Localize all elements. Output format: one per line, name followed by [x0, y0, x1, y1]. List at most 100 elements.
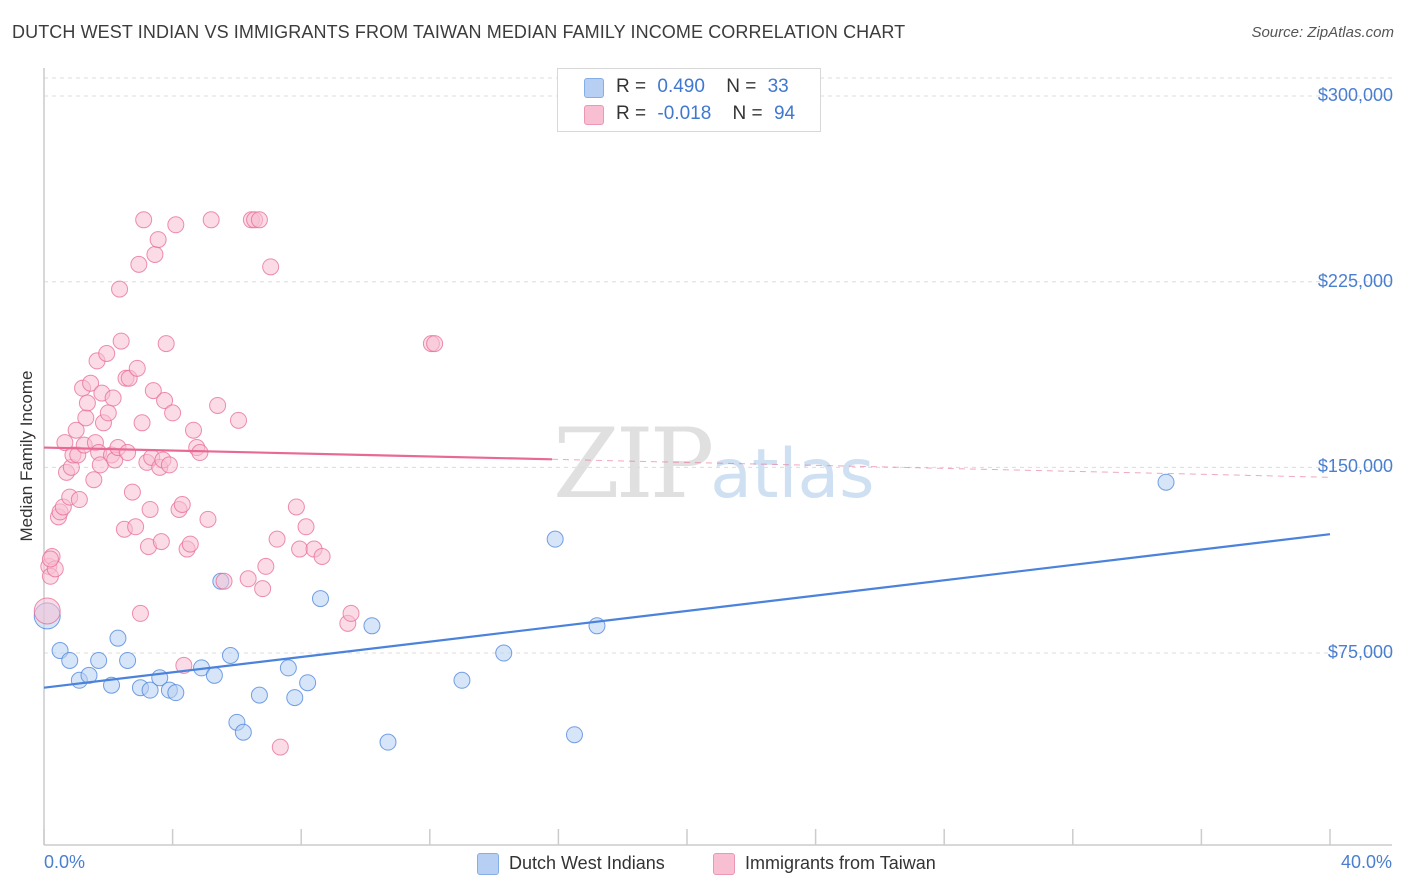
grid-lines: [44, 77, 1392, 654]
data-point: [279, 659, 297, 677]
data-point: [271, 738, 289, 756]
data-point: [291, 540, 309, 558]
legend-r-label: R =: [616, 103, 647, 124]
data-points: [33, 211, 1175, 756]
data-point: [56, 434, 74, 452]
y-tick-label: $300,000: [1317, 85, 1393, 106]
data-point: [254, 580, 272, 598]
data-point: [67, 421, 85, 439]
data-point: [144, 382, 162, 400]
data-point: [205, 666, 223, 684]
data-point: [268, 530, 286, 548]
data-point: [104, 389, 122, 407]
data-point: [565, 726, 583, 744]
bottom-legend-label: Immigrants from Taiwan: [745, 853, 936, 873]
data-point: [146, 245, 164, 263]
chart-title: DUTCH WEST INDIAN VS IMMIGRANTS FROM TAI…: [12, 22, 906, 42]
data-point: [109, 629, 127, 647]
source-label: Source: ZipAtlas.com: [1251, 24, 1394, 41]
data-point: [173, 496, 191, 513]
data-point: [141, 500, 159, 518]
data-point: [311, 590, 329, 608]
data-point: [127, 518, 145, 536]
data-point: [133, 414, 151, 432]
data-point: [453, 671, 471, 689]
data-point: [426, 335, 444, 353]
data-point: [234, 723, 252, 741]
data-point: [41, 550, 59, 568]
data-point: [363, 617, 381, 635]
legend-n-value: 33: [767, 76, 789, 97]
data-point: [156, 392, 174, 410]
data-point: [70, 491, 88, 509]
data-point: [342, 604, 360, 622]
data-point: [262, 258, 280, 276]
data-point: [61, 651, 79, 669]
axes: [43, 68, 1392, 846]
x-tick-label-max: 40.0%: [1340, 852, 1392, 872]
data-point: [149, 231, 167, 249]
watermark-atlas: atlas: [710, 435, 875, 514]
data-point: [215, 572, 233, 590]
y-tick-label: $225,000: [1317, 270, 1393, 291]
data-point: [257, 557, 275, 575]
data-point: [157, 335, 175, 353]
data-point: [82, 374, 100, 392]
watermark-zip: ZIP: [553, 408, 714, 520]
data-point: [175, 656, 193, 674]
stats-legend: R = 0.490 N = 33 R = -0.018 N = 94: [557, 68, 821, 132]
trend-line: [43, 446, 552, 461]
data-point: [77, 409, 95, 427]
data-point: [546, 530, 564, 548]
legend-swatch-pink: [584, 105, 604, 125]
bottom-legend-swatch-pink: [713, 853, 735, 875]
data-point: [167, 216, 185, 234]
data-point: [286, 689, 304, 707]
y-tick-label: $75,000: [1327, 642, 1393, 663]
legend-n-label: N =: [732, 103, 763, 124]
data-point: [33, 597, 61, 625]
data-point: [119, 444, 137, 462]
data-point: [1157, 473, 1175, 491]
legend-swatch-blue: [584, 78, 604, 98]
data-point: [130, 255, 148, 273]
data-point: [78, 394, 96, 412]
data-point: [98, 344, 116, 362]
data-point: [209, 396, 227, 414]
data-point: [250, 686, 268, 704]
data-point: [152, 533, 170, 551]
data-point: [131, 604, 149, 622]
data-point: [287, 498, 305, 516]
legend-r-value: 0.490: [657, 76, 705, 97]
x-tick-label-min: 0.0%: [44, 852, 86, 872]
legend-n-value: 94: [773, 103, 796, 124]
data-point: [239, 570, 257, 588]
y-tick-label: $150,000: [1317, 456, 1393, 477]
y-axis-label: Median Family Income: [17, 370, 36, 542]
data-point: [202, 211, 220, 229]
data-point: [167, 684, 185, 702]
watermark: ZIPatlas: [553, 408, 875, 520]
data-point: [299, 674, 317, 692]
data-point: [111, 280, 129, 298]
data-point: [90, 651, 108, 669]
legend-r-label: R =: [616, 76, 647, 97]
trend-line-extension: [551, 458, 1331, 478]
data-point: [379, 733, 397, 751]
data-point: [141, 681, 159, 699]
data-point: [297, 518, 315, 536]
data-point: [313, 547, 331, 565]
data-point: [250, 211, 268, 229]
data-point: [181, 535, 199, 553]
legend-r-value: -0.018: [657, 103, 712, 124]
data-point: [160, 456, 178, 474]
bottom-legend-swatch-blue: [477, 853, 499, 875]
trend-lines: [43, 446, 1331, 689]
data-point: [135, 211, 153, 229]
data-point: [85, 471, 103, 489]
data-point: [123, 483, 141, 501]
data-point: [230, 411, 248, 429]
data-point: [164, 404, 182, 422]
data-point: [191, 444, 209, 462]
